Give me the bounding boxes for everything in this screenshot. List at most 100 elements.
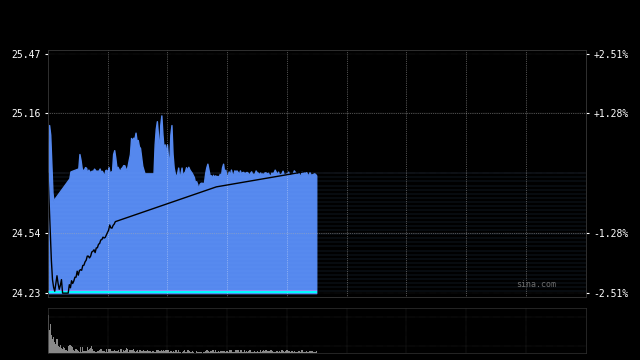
Bar	[106, 349, 107, 353]
Bar	[58, 346, 59, 353]
Bar	[212, 350, 214, 353]
Bar	[178, 350, 179, 353]
Bar	[53, 337, 54, 353]
Bar	[153, 351, 154, 353]
Bar	[283, 351, 284, 353]
Bar	[64, 348, 65, 353]
Bar	[248, 351, 250, 353]
Bar	[219, 352, 220, 353]
Bar	[217, 352, 218, 353]
Bar	[118, 350, 119, 353]
Bar	[252, 352, 253, 353]
Bar	[83, 351, 84, 353]
Bar	[114, 350, 115, 353]
Bar	[104, 351, 105, 353]
Bar	[55, 344, 56, 353]
Bar	[119, 352, 120, 353]
Bar	[271, 350, 272, 353]
Bar	[310, 351, 311, 353]
Bar	[136, 351, 137, 353]
Bar	[241, 350, 242, 353]
Bar	[73, 350, 74, 353]
Bar	[285, 351, 287, 353]
Bar	[198, 352, 199, 353]
Bar	[290, 352, 291, 353]
Bar	[188, 350, 189, 353]
Bar	[76, 349, 77, 353]
Bar	[152, 351, 153, 353]
Bar	[145, 351, 146, 353]
Bar	[229, 350, 230, 353]
Bar	[179, 352, 180, 353]
Bar	[236, 350, 237, 353]
Bar	[120, 349, 122, 353]
Bar	[243, 352, 244, 353]
Bar	[163, 350, 164, 353]
Bar	[49, 330, 50, 353]
Bar	[244, 350, 245, 353]
Bar	[260, 352, 262, 353]
Bar	[201, 352, 202, 353]
Bar	[237, 350, 238, 353]
Bar	[302, 350, 303, 353]
Bar	[180, 352, 181, 353]
Bar	[70, 345, 71, 353]
Bar	[225, 352, 226, 353]
Bar	[93, 351, 95, 353]
Bar	[108, 349, 109, 353]
Bar	[135, 352, 136, 353]
Bar	[52, 339, 53, 353]
Bar	[74, 351, 76, 353]
Bar	[84, 351, 86, 353]
Bar	[205, 350, 207, 353]
Bar	[292, 351, 293, 353]
Bar	[105, 351, 106, 353]
Bar	[168, 350, 169, 353]
Bar	[263, 350, 264, 353]
Bar	[259, 352, 260, 353]
Bar	[161, 350, 162, 353]
Bar	[124, 351, 125, 353]
Bar	[294, 351, 296, 353]
Bar	[253, 352, 254, 353]
Bar	[129, 350, 131, 353]
Bar	[100, 349, 101, 353]
Bar	[77, 351, 79, 353]
Bar	[51, 335, 52, 353]
Bar	[101, 349, 102, 353]
Bar	[175, 350, 177, 353]
Bar	[116, 351, 117, 353]
Bar	[192, 351, 193, 353]
Bar	[245, 352, 246, 353]
Bar	[110, 349, 111, 353]
Bar	[172, 352, 173, 353]
Bar	[140, 350, 141, 353]
Bar	[273, 352, 274, 353]
Bar	[232, 352, 234, 353]
Bar	[59, 347, 60, 353]
Bar	[250, 350, 251, 353]
Bar	[90, 348, 92, 353]
Bar	[316, 351, 317, 353]
Bar	[68, 345, 70, 353]
Bar	[56, 339, 58, 353]
Bar	[148, 351, 150, 353]
Bar	[88, 350, 89, 353]
Bar	[146, 351, 147, 353]
Bar	[71, 346, 72, 353]
Bar	[209, 352, 210, 353]
Bar	[162, 351, 163, 353]
Bar	[272, 351, 273, 353]
Bar	[299, 351, 300, 353]
Bar	[159, 351, 161, 353]
Bar	[182, 352, 183, 353]
Bar	[246, 351, 247, 353]
Bar	[208, 351, 209, 353]
Bar	[235, 350, 236, 353]
Bar	[147, 350, 148, 353]
Bar	[223, 351, 225, 353]
Bar	[265, 350, 266, 353]
Bar	[97, 351, 98, 353]
Bar	[307, 352, 308, 353]
Bar	[262, 351, 263, 353]
